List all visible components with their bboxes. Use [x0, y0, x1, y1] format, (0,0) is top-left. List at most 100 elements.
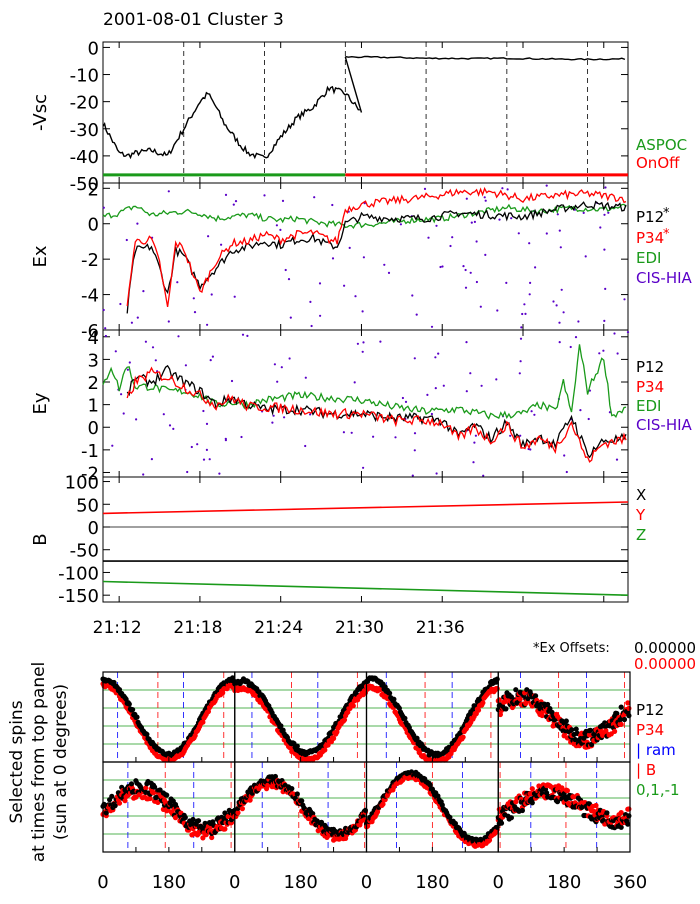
- cis-hia-point: [196, 443, 199, 446]
- spin-axis-label: (sun at 0 degrees): [51, 684, 71, 840]
- p12-spin-point: [498, 820, 505, 826]
- cis-hia-point: [465, 341, 468, 344]
- y-axis-label: -Vsc: [30, 94, 51, 131]
- cis-hia-point: [534, 266, 537, 269]
- cis-hia-point: [519, 360, 522, 363]
- cis-hia-point: [451, 236, 454, 239]
- cis-hia-point: [354, 295, 357, 298]
- cis-hia-point: [404, 400, 408, 403]
- cis-hia-point: [151, 346, 155, 349]
- cis-hia-point: [411, 294, 414, 297]
- cis-hia-point: [273, 363, 276, 366]
- p12-spin-point: [614, 710, 620, 717]
- p34-spin-point: [143, 785, 149, 791]
- p34-spin-point: [247, 797, 253, 803]
- cis-hia-point: [574, 336, 578, 339]
- cis-hia-point: [603, 213, 606, 216]
- cis-hia-point: [318, 282, 322, 285]
- spin-legend-label: 0,1,-1: [636, 781, 680, 799]
- p34-spin-point: [235, 810, 241, 816]
- cis-hia-point: [362, 466, 365, 469]
- cis-hia-point: [464, 286, 468, 289]
- cis-hia-point: [176, 281, 179, 284]
- cis-hia-point: [128, 361, 131, 364]
- cis-hia-point: [394, 436, 397, 439]
- cis-hia-point: [304, 444, 307, 448]
- cis-hia-point: [122, 412, 125, 415]
- p34-spin-point: [460, 734, 466, 740]
- p34-spin-point: [564, 788, 571, 794]
- p12-spin-point: [508, 815, 514, 821]
- cis-hia-point: [202, 409, 205, 413]
- cis-hia-point: [565, 470, 568, 474]
- cis-hia-point: [519, 337, 523, 340]
- cis-hia-point: [304, 376, 307, 379]
- y-tick-label: -50: [70, 174, 99, 195]
- cis-hia-point: [104, 327, 107, 330]
- cis-hia-point: [528, 293, 531, 296]
- p12-spin-point: [625, 821, 631, 827]
- p12-spin-point: [414, 735, 420, 741]
- cis-hia-point: [411, 474, 414, 477]
- y-tick-label: -20: [70, 93, 99, 114]
- p12-spin-point: [294, 791, 300, 797]
- cis-hia-point: [579, 409, 582, 412]
- cis-hia-point: [271, 421, 274, 424]
- cis-hia-point: [435, 224, 438, 227]
- cis-hia-point: [598, 352, 601, 355]
- series-line-vsc: [344, 56, 363, 113]
- cis-hia-point: [604, 186, 607, 189]
- cis-hia-point: [569, 345, 572, 349]
- y-axis-label: Ex: [30, 245, 51, 267]
- cis-hia-point: [510, 217, 513, 220]
- legend-label: Y: [635, 506, 646, 524]
- p12-spin-point: [513, 687, 519, 693]
- p34-spin-point: [529, 786, 535, 792]
- cis-hia-point: [162, 413, 165, 416]
- cis-hia-point: [224, 439, 227, 442]
- cis-hia-point: [533, 413, 536, 416]
- spin-panel-frame: [497, 671, 631, 763]
- p12-spin-point: [103, 810, 109, 816]
- p12-spin-point: [503, 706, 509, 712]
- cis-hia-point: [218, 472, 221, 475]
- cis-hia-point: [501, 187, 504, 190]
- legend-label: P34: [636, 378, 664, 396]
- legend-label: X: [636, 486, 646, 504]
- p34-spin-point: [494, 686, 500, 692]
- cis-hia-point: [361, 310, 364, 313]
- p12-spin-point: [573, 726, 579, 732]
- cis-hia-point: [602, 349, 605, 352]
- cis-hia-point: [427, 236, 430, 239]
- cis-hia-point: [288, 357, 291, 360]
- cis-hia-point: [472, 461, 475, 464]
- cis-hia-point: [483, 196, 486, 199]
- p34-spin-point: [205, 708, 211, 715]
- legend-label: OnOff: [636, 154, 680, 172]
- cis-hia-point: [495, 378, 498, 381]
- x-tick-label: 21:24: [254, 618, 303, 638]
- y-tick-label: 100: [65, 473, 99, 494]
- spin-x-tick-label: 180: [283, 872, 317, 893]
- cis-hia-point: [241, 333, 245, 336]
- legend-label: ASPOC: [636, 136, 687, 154]
- p34-spin-point: [350, 703, 356, 709]
- cis-hia-point: [154, 359, 157, 362]
- cis-hia-point: [193, 311, 197, 314]
- cis-hia-point: [246, 334, 249, 337]
- p34-spin-point: [618, 810, 624, 816]
- p34-spin-point: [480, 700, 486, 706]
- cis-hia-point: [361, 350, 364, 353]
- p12-spin-point: [157, 787, 163, 793]
- y-tick-label: 2: [88, 373, 99, 394]
- spin-axis-label: at times from top panel: [29, 662, 49, 863]
- legend-label: EDI: [636, 397, 661, 415]
- cis-hia-point: [437, 352, 440, 355]
- cis-hia-point: [224, 193, 228, 196]
- cis-hia-point: [126, 368, 129, 371]
- cis-hia-point: [430, 325, 434, 328]
- legend-label: CIS-HIA: [636, 416, 693, 434]
- y-tick-label: -40: [70, 147, 99, 168]
- cis-hia-point: [356, 342, 359, 345]
- cis-hia-point: [150, 458, 153, 461]
